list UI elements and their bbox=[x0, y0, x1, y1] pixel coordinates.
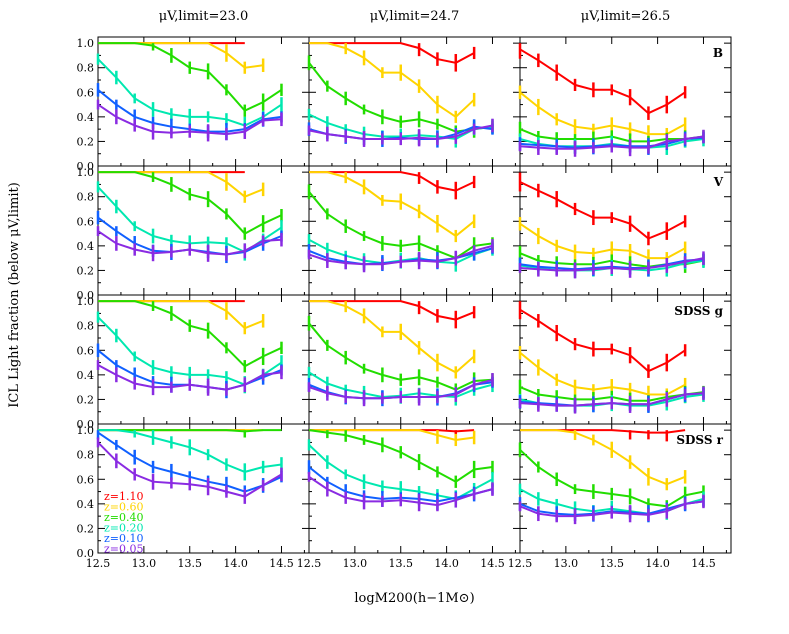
x-tick-label: 14.5 bbox=[691, 557, 716, 570]
series-line bbox=[309, 171, 475, 192]
y-tick-label: 1.0 bbox=[77, 295, 95, 308]
x-tick-label: 13.5 bbox=[599, 557, 624, 570]
series-line bbox=[309, 300, 475, 374]
series-line bbox=[519, 91, 686, 136]
y-tick-label: 0.8 bbox=[77, 449, 95, 462]
series-line bbox=[98, 42, 283, 112]
series-line bbox=[519, 308, 686, 373]
legend-entry: z=0.20 bbox=[104, 522, 144, 535]
panel-sdss-r-col2: 12.5 13.0 13.5 14.0 14.5 SDSS r bbox=[508, 423, 732, 570]
band-label: B bbox=[713, 46, 723, 60]
series-line bbox=[309, 300, 475, 321]
series-line bbox=[309, 171, 475, 238]
series-line bbox=[98, 171, 282, 235]
panel-frame bbox=[308, 294, 521, 425]
y-tick-label: 0.4 bbox=[77, 240, 95, 253]
series-line bbox=[98, 300, 282, 368]
legend-entry: z=0.40 bbox=[104, 511, 144, 524]
series-line bbox=[98, 171, 264, 198]
panel-sdss-g-col0: 0.0 0.2 0.4 0.6 0.8 1.0 bbox=[77, 294, 310, 431]
column-title: μV,limit=24.7 bbox=[370, 9, 460, 24]
series-line bbox=[98, 42, 264, 69]
y-tick-label: 0.2 bbox=[77, 393, 95, 406]
x-tick-label: 13.5 bbox=[177, 557, 202, 570]
column-title: μV,limit=26.5 bbox=[581, 9, 671, 24]
y-tick-label: 0.2 bbox=[77, 522, 95, 535]
panel-frame bbox=[308, 165, 521, 296]
x-tick-label: 13.0 bbox=[132, 557, 157, 570]
panel-sdss-r-col1: 12.5 13.0 13.5 14.0 14.5 bbox=[297, 423, 521, 570]
y-tick-label: 0.0 bbox=[77, 289, 95, 302]
band-label: V bbox=[713, 175, 724, 189]
series-line bbox=[519, 181, 686, 240]
y-tick-label: 0.6 bbox=[77, 86, 95, 99]
y-tick-label: 0.0 bbox=[77, 418, 95, 431]
y-tick-label: 0.8 bbox=[77, 320, 95, 333]
x-tick-label: 12.5 bbox=[86, 557, 111, 570]
y-tick-label: 0.6 bbox=[77, 344, 95, 357]
panel-v-col2: V bbox=[518, 165, 732, 296]
y-tick-label: 0.2 bbox=[77, 135, 95, 148]
y-tick-label: 0.4 bbox=[77, 498, 95, 511]
series-line bbox=[309, 42, 475, 64]
x-tick-label: 12.5 bbox=[297, 557, 322, 570]
x-tick-label: 13.5 bbox=[388, 557, 413, 570]
x-tick-label: 13.0 bbox=[554, 557, 579, 570]
y-tick-label: 0.6 bbox=[77, 473, 95, 486]
series-line bbox=[309, 42, 475, 119]
x-tick-label: 14.5 bbox=[480, 557, 505, 570]
y-tick-label: 0.0 bbox=[77, 160, 95, 173]
y-tick-label: 1.0 bbox=[77, 37, 95, 50]
x-axis-label: logM200(h−1M⊙) bbox=[354, 591, 474, 606]
y-tick-label: 0.8 bbox=[77, 191, 95, 204]
y-tick-label: 0.4 bbox=[77, 369, 95, 382]
y-tick-label: 0.0 bbox=[77, 547, 95, 560]
y-tick-label: 0.8 bbox=[77, 62, 95, 75]
panel-frame bbox=[97, 294, 310, 425]
x-tick-label: 13.0 bbox=[343, 557, 368, 570]
y-tick-label: 0.6 bbox=[77, 215, 95, 228]
series-line bbox=[519, 351, 686, 396]
legend-entry: z=0.60 bbox=[104, 501, 144, 514]
legend-entry: z=0.10 bbox=[104, 532, 144, 545]
x-tick-label: 14.0 bbox=[645, 557, 670, 570]
series-line bbox=[519, 48, 686, 115]
band-label: SDSS g bbox=[674, 304, 723, 318]
series-line bbox=[98, 429, 282, 433]
y-axis-label: ICL Light fraction (below μV,limit) bbox=[7, 182, 22, 408]
panel-b-col0: 0.0 0.2 0.4 0.6 0.8 1.0 bbox=[77, 36, 310, 173]
panel-v-col0: 0.0 0.2 0.4 0.6 0.8 1.0 bbox=[77, 165, 310, 302]
x-tick-label: 14.0 bbox=[223, 557, 248, 570]
legend-entry: z=0.05 bbox=[104, 543, 144, 556]
panel-frame bbox=[97, 36, 310, 167]
y-tick-label: 1.0 bbox=[77, 166, 95, 179]
x-tick-label: 14.0 bbox=[434, 557, 459, 570]
series-line bbox=[98, 300, 264, 330]
x-tick-label: 14.5 bbox=[269, 557, 294, 570]
panel-frame bbox=[308, 36, 521, 167]
legend-entry: z=1.10 bbox=[104, 490, 144, 503]
series-line bbox=[520, 429, 686, 486]
series-line bbox=[519, 222, 686, 260]
panel-sdss-g-col2: SDSS g bbox=[518, 294, 732, 425]
panel-b-col2: B bbox=[518, 36, 732, 167]
x-tick-label: 12.5 bbox=[508, 557, 533, 570]
panel-b-col1 bbox=[307, 36, 521, 167]
panel-sdss-g-col1 bbox=[307, 294, 521, 425]
y-tick-label: 0.4 bbox=[77, 111, 95, 124]
y-tick-label: 1.0 bbox=[77, 424, 95, 437]
y-tick-label: 0.2 bbox=[77, 264, 95, 277]
panel-sdss-r-col0: 0.0 0.2 0.4 0.6 0.8 1.0 12.5 13.0 13.5 14.0 14.5 bbox=[77, 423, 310, 570]
band-label: SDSS r bbox=[676, 433, 723, 447]
panel-frame bbox=[519, 165, 732, 296]
panel-v-col1 bbox=[307, 165, 521, 296]
column-title: μV,limit=23.0 bbox=[159, 9, 249, 24]
series-line bbox=[309, 429, 475, 442]
